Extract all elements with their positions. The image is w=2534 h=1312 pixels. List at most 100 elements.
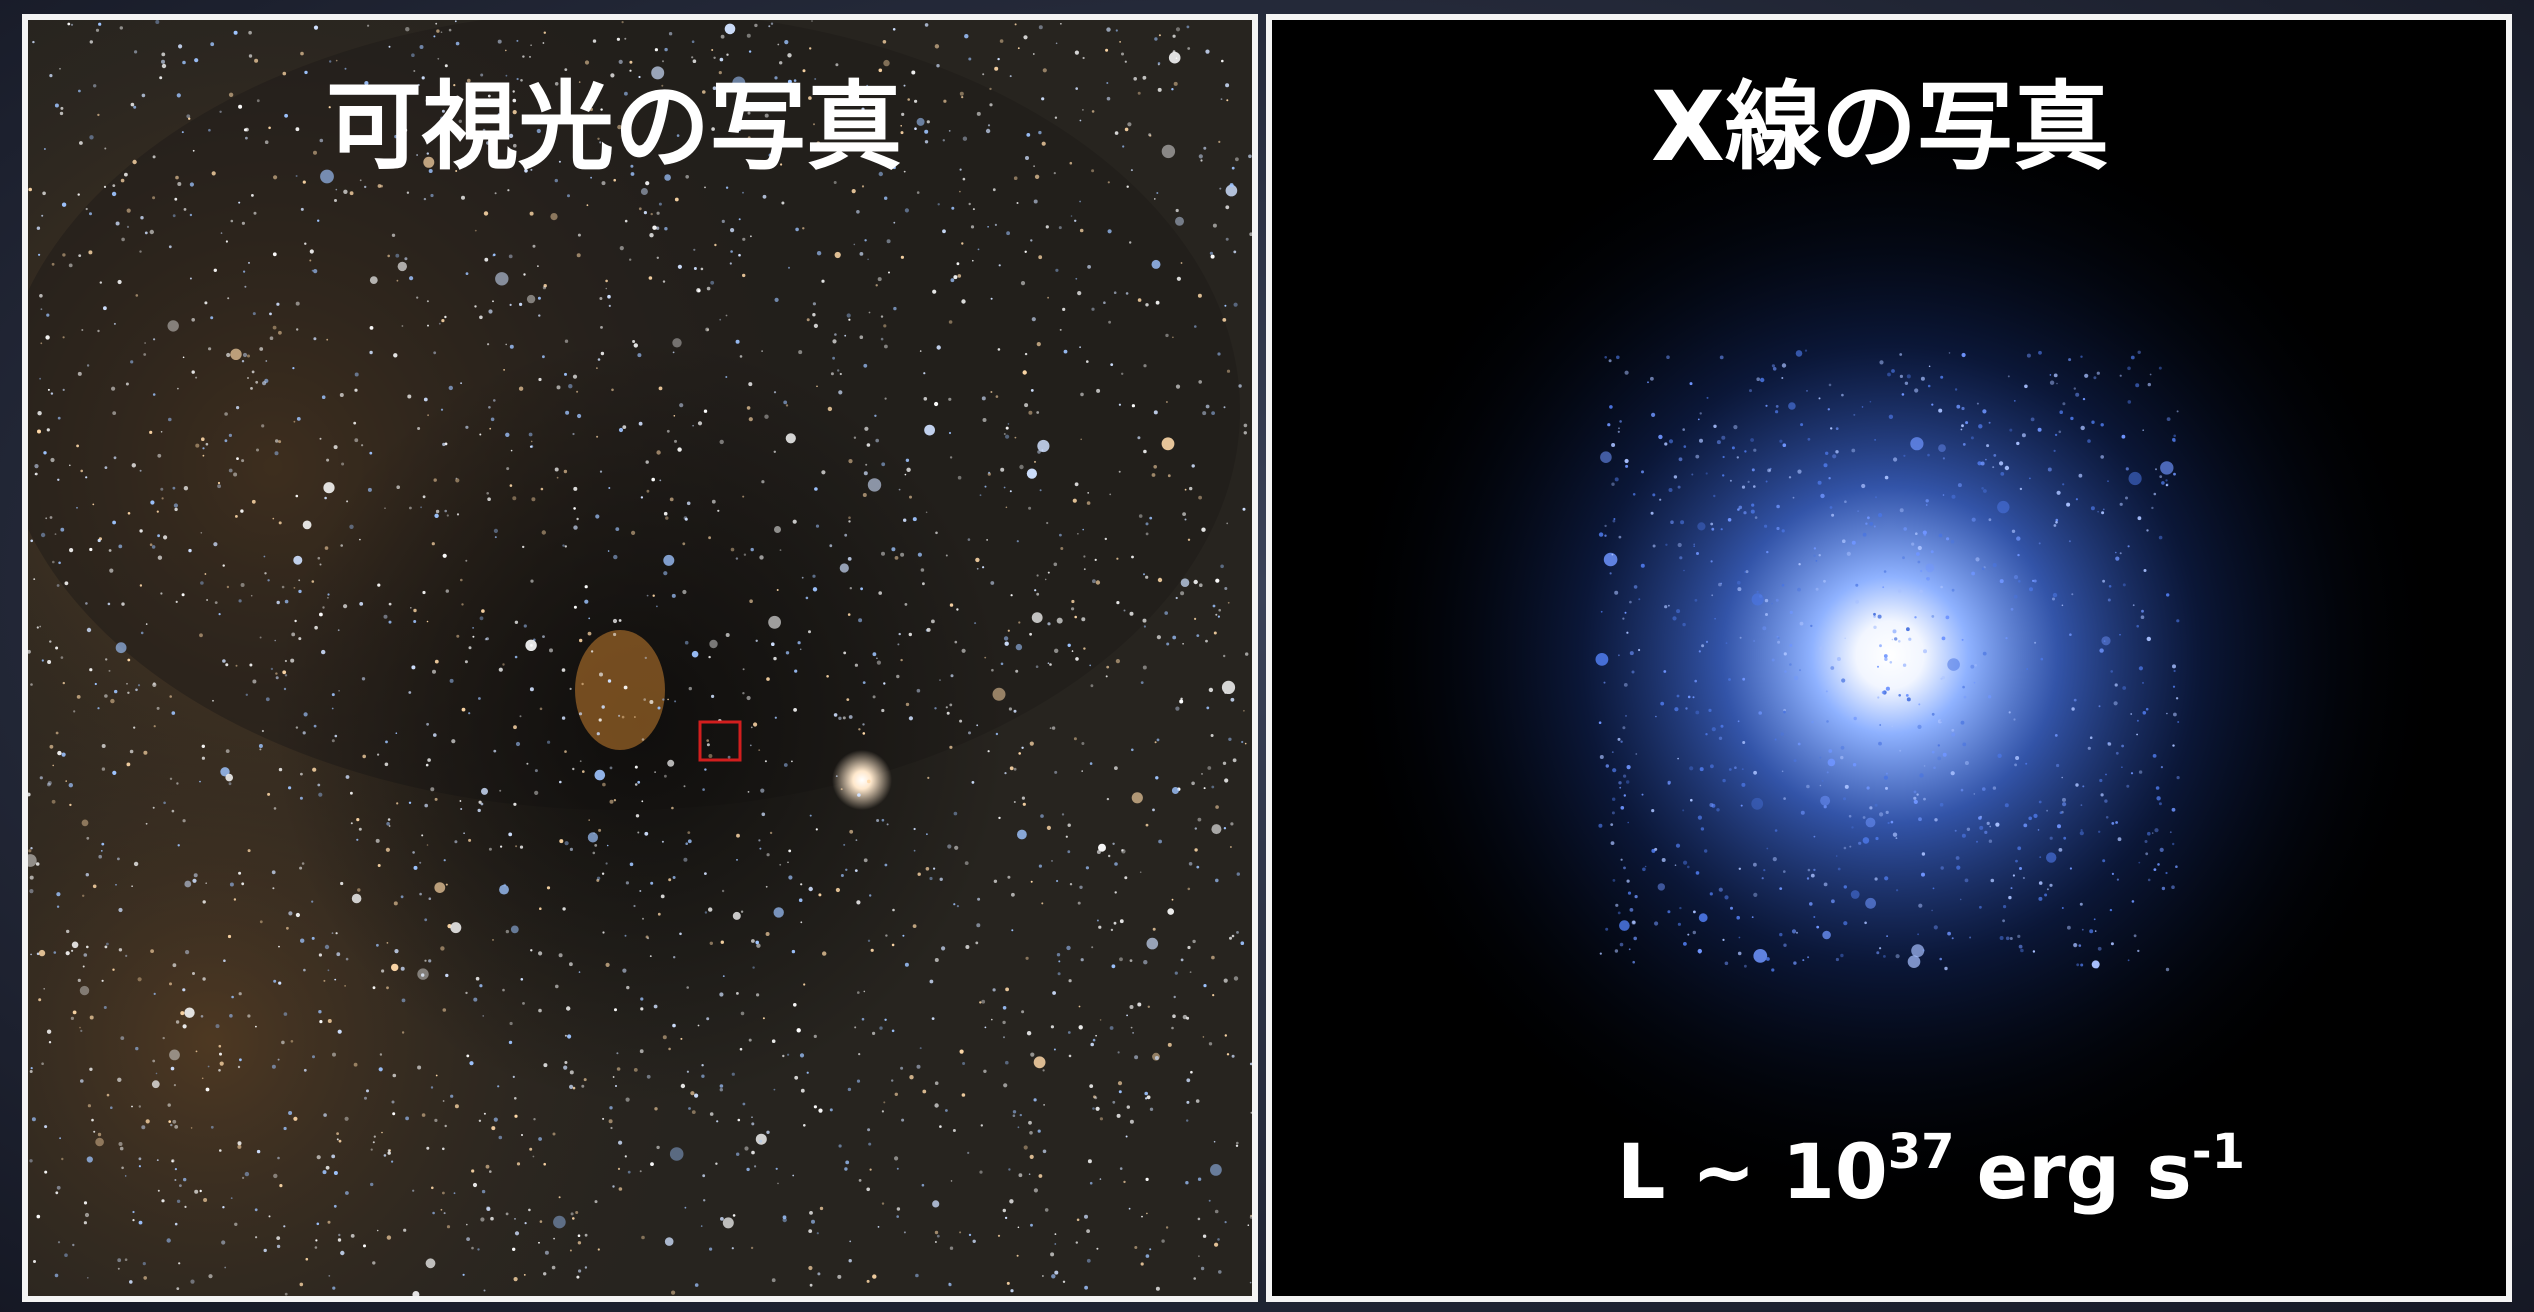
star: [118, 1268, 120, 1270]
star: [668, 1048, 671, 1051]
star: [314, 725, 317, 728]
star: [811, 1220, 815, 1224]
star: [573, 525, 577, 529]
star: [363, 1244, 366, 1247]
star: [857, 991, 860, 994]
star: [1175, 707, 1179, 711]
star: [220, 1062, 224, 1066]
star: [437, 58, 439, 60]
star: [844, 1167, 847, 1170]
star: [1989, 422, 1991, 424]
star: [2138, 351, 2141, 354]
star: [1068, 824, 1071, 827]
star: [559, 781, 562, 784]
star: [2173, 686, 2175, 688]
star: [798, 350, 802, 354]
star: [619, 60, 623, 64]
star: [1857, 510, 1859, 512]
star: [2116, 752, 2119, 755]
star: [1245, 652, 1248, 655]
star: [97, 114, 99, 116]
star: [664, 775, 667, 778]
star: [704, 187, 706, 189]
star: [605, 280, 608, 283]
star: [1154, 410, 1158, 414]
star: [1699, 439, 1703, 443]
star: [1035, 175, 1039, 179]
star: [1006, 507, 1008, 509]
star: [1218, 616, 1220, 618]
star: [93, 885, 97, 889]
star: [1172, 636, 1176, 640]
star: [80, 986, 89, 995]
star: [1983, 489, 1987, 493]
star: [1206, 405, 1210, 409]
star: [1781, 732, 1784, 735]
star: [1154, 198, 1156, 200]
star: [1744, 571, 1746, 573]
star: [277, 1157, 280, 1160]
star: [202, 1078, 204, 1080]
star: [1067, 850, 1070, 853]
star: [1712, 727, 1716, 731]
star: [774, 1089, 776, 1091]
star: [370, 326, 374, 330]
star: [318, 557, 321, 560]
star: [340, 882, 343, 885]
star: [2059, 431, 2062, 434]
star: [395, 254, 399, 258]
star: [1075, 51, 1079, 55]
star: [813, 302, 816, 305]
star: [2172, 438, 2176, 442]
star: [1914, 791, 1917, 794]
star: [98, 1133, 101, 1136]
star: [1227, 370, 1230, 373]
star: [608, 679, 611, 682]
star: [848, 319, 850, 321]
star: [352, 894, 362, 904]
star: [1919, 773, 1923, 777]
star: [695, 1283, 699, 1287]
star: [2000, 579, 2004, 583]
star: [52, 765, 54, 767]
star: [419, 862, 421, 864]
star: [294, 421, 296, 423]
star: [1736, 916, 1740, 920]
star: [472, 627, 474, 629]
star: [1943, 753, 1947, 757]
star: [314, 626, 318, 630]
star: [139, 1221, 143, 1225]
star: [1186, 1101, 1189, 1104]
star: [973, 208, 975, 210]
star: [1678, 543, 1682, 547]
star: [1054, 563, 1058, 567]
star: [264, 1249, 267, 1252]
star: [153, 338, 155, 340]
star: [1982, 567, 1985, 570]
star: [84, 1201, 87, 1204]
star: [1783, 870, 1786, 873]
star: [1186, 1017, 1189, 1020]
star: [1004, 487, 1006, 489]
star: [2087, 439, 2091, 443]
star: [364, 1097, 367, 1100]
star: [1059, 534, 1062, 537]
star: [803, 983, 805, 985]
star: [241, 459, 244, 462]
star: [1906, 627, 1910, 631]
star: [559, 1196, 561, 1198]
star: [631, 531, 635, 535]
star: [420, 45, 424, 49]
star: [882, 819, 885, 822]
star: [959, 1231, 961, 1233]
star: [938, 203, 940, 205]
star: [720, 58, 724, 62]
star: [422, 591, 425, 594]
star: [389, 46, 391, 48]
star: [1031, 389, 1034, 392]
star: [706, 1017, 709, 1020]
star: [716, 1120, 718, 1122]
star: [436, 510, 439, 513]
star: [736, 834, 740, 838]
star: [533, 245, 536, 248]
